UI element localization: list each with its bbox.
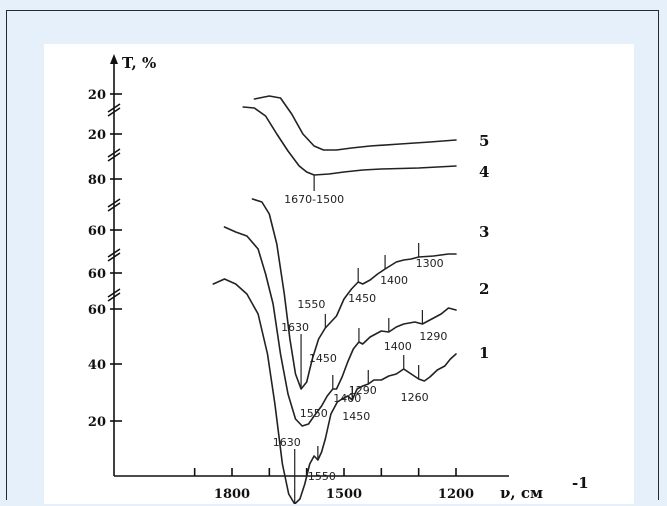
axis-break-mark xyxy=(107,103,121,113)
curves xyxy=(212,95,457,504)
spectrum-curve-2 xyxy=(223,226,457,427)
curve-number-1: 1 xyxy=(479,344,489,362)
curve-number-5: 5 xyxy=(479,132,489,150)
peak-label: 1550 xyxy=(297,298,325,311)
axis-break-mark xyxy=(107,248,121,258)
peak-label: 1290 xyxy=(349,384,377,397)
curve-number-3: 3 xyxy=(479,223,489,241)
y-tick-label: 60 xyxy=(88,267,106,282)
axis-break-mark xyxy=(107,288,121,298)
peak-label: 1400 xyxy=(333,392,361,405)
peak-label: 1400 xyxy=(380,274,408,287)
axis-break-mark xyxy=(107,252,121,262)
curve-number-4: 4 xyxy=(479,163,489,181)
x-tick-label: 1800 xyxy=(214,487,250,502)
peak-label: 1290 xyxy=(419,330,447,343)
y-tick-label: 20 xyxy=(88,88,106,103)
axis-break-mark xyxy=(107,107,121,117)
y-tick-label: 60 xyxy=(88,224,106,239)
peak-label: 1450 xyxy=(309,352,337,365)
axis-break-mark xyxy=(107,148,121,158)
peak-label: 1630 xyxy=(273,436,301,449)
axes: 20 20 80 60 60 60 40 20 1800 1500 1200 xyxy=(88,54,509,502)
x-axis-title-superscript: -1 xyxy=(572,474,589,492)
curve-number-2: 2 xyxy=(479,280,489,298)
peak-label: 1550 xyxy=(308,470,336,483)
axis-break-mark xyxy=(107,152,121,162)
axis-break-mark xyxy=(107,202,121,212)
peak-label: 1450 xyxy=(342,410,370,423)
ir-spectra-chart: 20 20 80 60 60 60 40 20 1800 1500 1200 T, % ν, см -1… xyxy=(88,54,589,504)
y-tick-label: 80 xyxy=(88,173,106,188)
peak-label: 1260 xyxy=(401,391,429,404)
y-tick-label: 20 xyxy=(88,415,106,430)
plot-area: 20 20 80 60 60 60 40 20 1800 1500 1200 T, % ν, см -1… xyxy=(44,44,634,504)
peak-label: 1450 xyxy=(348,292,376,305)
peak-label: 1630 xyxy=(281,321,309,334)
peak-label: 1300 xyxy=(416,257,444,270)
x-tick-label: 1500 xyxy=(326,487,362,502)
y-tick-label: 40 xyxy=(88,358,106,373)
peak-label: 1670-1500 xyxy=(284,193,344,206)
axis-break-mark xyxy=(107,198,121,208)
peak-label: 1550 xyxy=(300,407,328,420)
x-axis-title: ν, см xyxy=(500,484,543,502)
axis-break-mark xyxy=(107,292,121,302)
spectrum-curve-4 xyxy=(242,106,457,176)
spectrum-curve-5 xyxy=(253,95,457,151)
y-tick-label: 20 xyxy=(88,128,106,143)
y-tick-label: 60 xyxy=(88,303,106,318)
peak-label: 1400 xyxy=(384,340,412,353)
x-tick-label: 1200 xyxy=(438,487,474,502)
spectrum-curve-3 xyxy=(251,198,457,390)
y-axis-arrow xyxy=(110,54,118,64)
spectrum-curve-1 xyxy=(212,278,457,504)
y-axis-title: T, % xyxy=(122,54,156,72)
